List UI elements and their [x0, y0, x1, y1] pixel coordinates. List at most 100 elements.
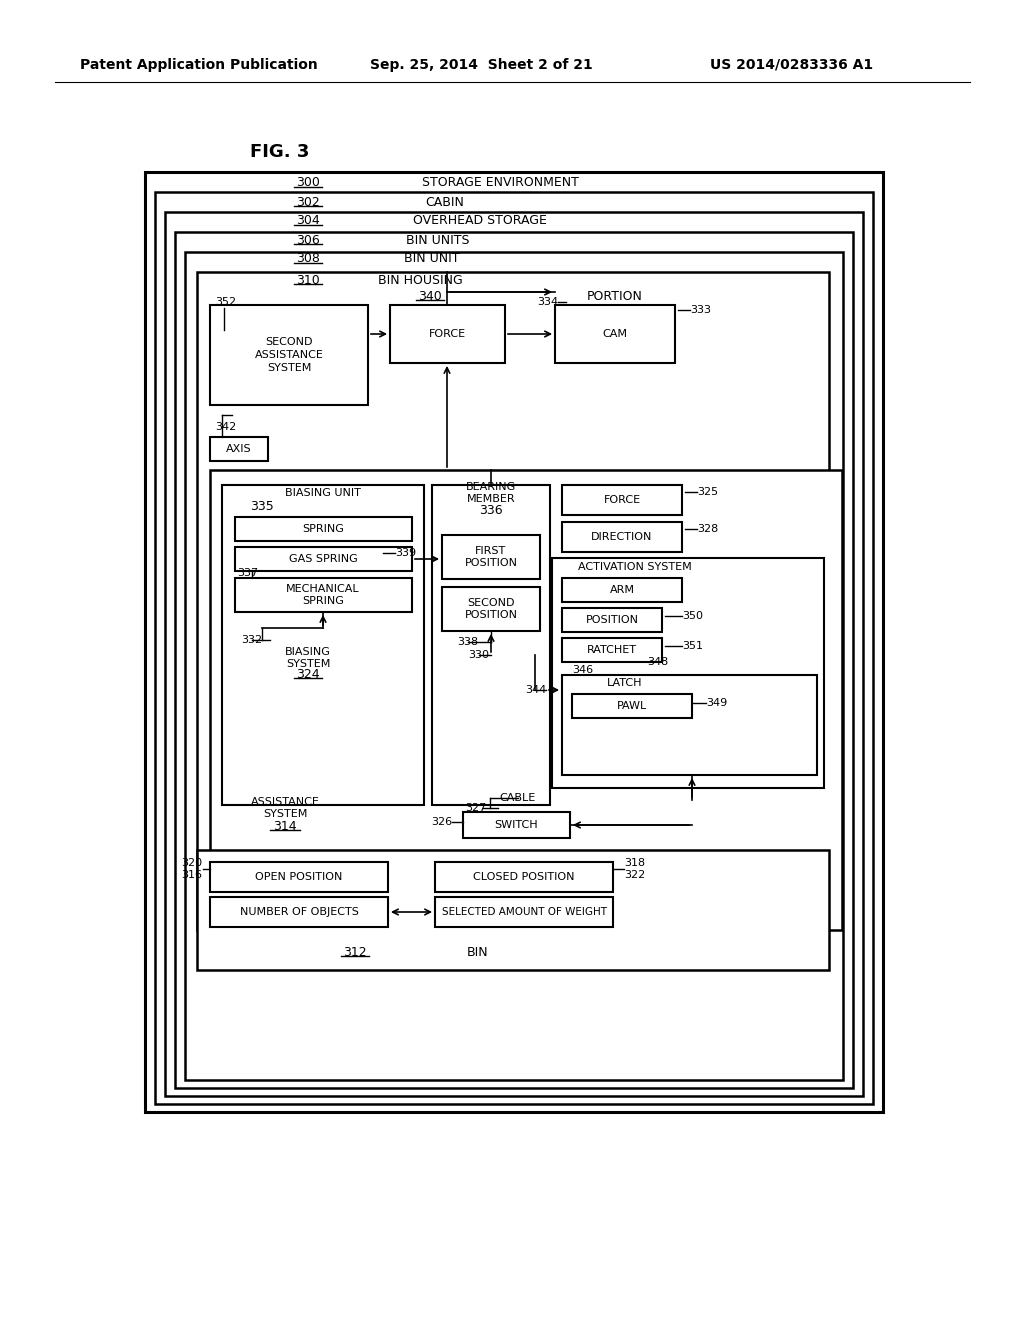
- Bar: [555, 305, 675, 363]
- Bar: [562, 484, 682, 515]
- Text: NUMBER OF OBJECTS: NUMBER OF OBJECTS: [240, 907, 358, 917]
- Text: BIASING
SYSTEM: BIASING SYSTEM: [285, 647, 331, 669]
- Text: FIRST
POSITION: FIRST POSITION: [465, 545, 517, 568]
- Bar: [197, 850, 829, 970]
- Text: SECOND
POSITION: SECOND POSITION: [465, 598, 517, 620]
- Text: CLOSED POSITION: CLOSED POSITION: [473, 873, 574, 882]
- Text: SPRING: SPRING: [302, 524, 344, 535]
- Bar: [562, 609, 662, 632]
- Text: 327: 327: [465, 803, 486, 813]
- Text: 335: 335: [250, 499, 273, 512]
- Bar: [234, 517, 412, 541]
- Text: 333: 333: [690, 305, 711, 315]
- Bar: [432, 484, 550, 805]
- Text: 337: 337: [237, 568, 258, 578]
- Text: CABLE: CABLE: [500, 793, 537, 803]
- Text: 322: 322: [624, 870, 645, 880]
- Text: POSITION: POSITION: [586, 615, 639, 624]
- Text: 348: 348: [647, 657, 669, 667]
- Text: 330: 330: [469, 649, 489, 660]
- Bar: [210, 305, 368, 405]
- Text: 308: 308: [296, 252, 319, 265]
- Text: 352: 352: [215, 297, 237, 308]
- Bar: [435, 898, 613, 927]
- Bar: [234, 578, 412, 612]
- Text: CABIN: CABIN: [426, 195, 465, 209]
- Text: 334: 334: [537, 297, 558, 308]
- Bar: [185, 252, 843, 1080]
- Text: BIN HOUSING: BIN HOUSING: [378, 275, 463, 288]
- Text: 306: 306: [296, 234, 319, 247]
- Text: 351: 351: [682, 642, 703, 651]
- Text: 304: 304: [296, 214, 319, 227]
- Bar: [463, 812, 570, 838]
- Bar: [210, 437, 268, 461]
- Text: 336: 336: [479, 503, 503, 516]
- Text: 318: 318: [624, 858, 645, 869]
- Text: 310: 310: [296, 275, 319, 288]
- Bar: [390, 305, 505, 363]
- Text: FORCE: FORCE: [603, 495, 641, 506]
- Text: ARM: ARM: [609, 585, 635, 595]
- Text: GAS SPRING: GAS SPRING: [289, 554, 357, 564]
- Text: 350: 350: [682, 611, 703, 620]
- Bar: [234, 546, 412, 572]
- Text: 349: 349: [706, 698, 727, 708]
- Bar: [197, 272, 829, 931]
- Text: MECHANICAL
SPRING: MECHANICAL SPRING: [286, 583, 359, 606]
- Text: 346: 346: [572, 665, 593, 675]
- Text: 325: 325: [697, 487, 718, 498]
- Text: BEARING
MEMBER: BEARING MEMBER: [466, 482, 516, 504]
- Text: US 2014/0283336 A1: US 2014/0283336 A1: [710, 58, 873, 73]
- Text: 314: 314: [273, 821, 297, 833]
- Text: 326: 326: [431, 817, 452, 828]
- Text: SELECTED AMOUNT OF WEIGHT: SELECTED AMOUNT OF WEIGHT: [441, 907, 606, 917]
- Text: 342: 342: [215, 422, 237, 432]
- Bar: [210, 470, 842, 931]
- Text: 316: 316: [181, 870, 202, 880]
- Text: ASSISTANCE
SYSTEM: ASSISTANCE SYSTEM: [251, 797, 319, 820]
- Text: BIASING UNIT: BIASING UNIT: [285, 488, 360, 498]
- Text: 300: 300: [296, 177, 319, 190]
- Text: 339: 339: [395, 548, 416, 558]
- Bar: [222, 484, 424, 805]
- Text: 324: 324: [296, 668, 319, 681]
- Text: OVERHEAD STORAGE: OVERHEAD STORAGE: [413, 214, 547, 227]
- Text: CAM: CAM: [602, 329, 628, 339]
- Text: 312: 312: [343, 946, 367, 960]
- Text: 344: 344: [524, 685, 546, 696]
- Bar: [165, 213, 863, 1096]
- Text: OPEN POSITION: OPEN POSITION: [255, 873, 343, 882]
- Text: 320: 320: [181, 858, 202, 869]
- Bar: [572, 694, 692, 718]
- Text: 332: 332: [242, 635, 262, 645]
- Text: DIRECTION: DIRECTION: [591, 532, 652, 543]
- Text: 338: 338: [458, 638, 478, 647]
- Bar: [442, 587, 540, 631]
- Bar: [145, 172, 883, 1111]
- Text: Sep. 25, 2014  Sheet 2 of 21: Sep. 25, 2014 Sheet 2 of 21: [370, 58, 593, 73]
- Text: PAWL: PAWL: [616, 701, 647, 711]
- Bar: [210, 862, 388, 892]
- Text: RATCHET: RATCHET: [587, 645, 637, 655]
- Text: ACTIVATION SYSTEM: ACTIVATION SYSTEM: [579, 562, 692, 572]
- Bar: [562, 521, 682, 552]
- Text: SWITCH: SWITCH: [495, 820, 538, 830]
- Bar: [155, 191, 873, 1104]
- Text: FIG. 3: FIG. 3: [250, 143, 309, 161]
- Bar: [562, 675, 817, 775]
- Text: PORTION: PORTION: [587, 290, 643, 304]
- Text: FORCE: FORCE: [428, 329, 466, 339]
- Text: 302: 302: [296, 195, 319, 209]
- Text: BIN UNITS: BIN UNITS: [407, 234, 470, 247]
- Text: SECOND
ASSISTANCE
SYSTEM: SECOND ASSISTANCE SYSTEM: [255, 337, 324, 374]
- Text: Patent Application Publication: Patent Application Publication: [80, 58, 317, 73]
- Text: BIN: BIN: [467, 946, 488, 960]
- Bar: [442, 535, 540, 579]
- Text: STORAGE ENVIRONMENT: STORAGE ENVIRONMENT: [422, 177, 579, 190]
- Bar: [562, 638, 662, 663]
- Text: 328: 328: [697, 524, 718, 535]
- Text: AXIS: AXIS: [226, 444, 252, 454]
- Bar: [552, 558, 824, 788]
- Bar: [562, 578, 682, 602]
